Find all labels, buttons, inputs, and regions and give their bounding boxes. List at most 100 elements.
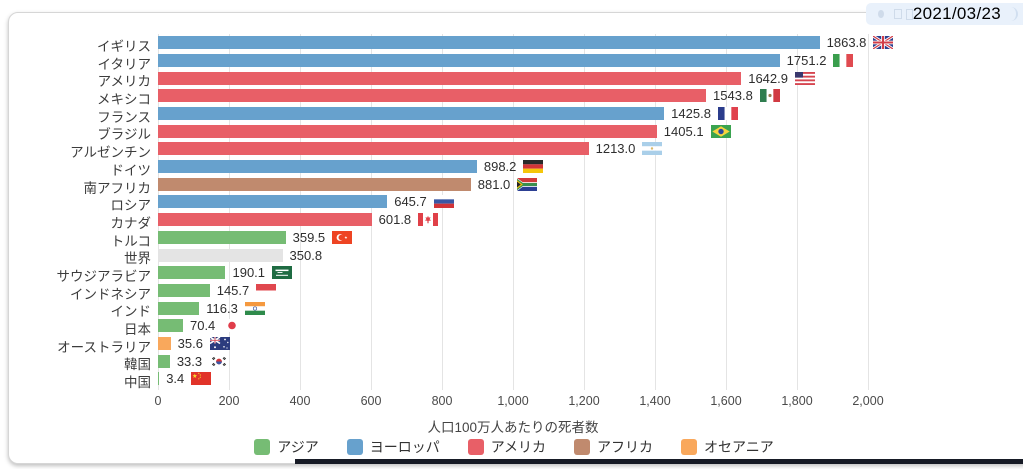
value-label: 1543.8 xyxy=(713,88,753,104)
bar-asia[interactable] xyxy=(158,301,200,315)
legend-swatch-africa xyxy=(574,439,591,455)
x-tick-label: 200 xyxy=(218,394,240,408)
bar-europe[interactable] xyxy=(158,195,388,209)
country-label: イギリス xyxy=(97,39,151,54)
bar-row: トルコ 359.5 xyxy=(111,229,868,249)
bar-europe[interactable] xyxy=(158,53,780,67)
bar-europe[interactable] xyxy=(158,160,477,174)
bar-africa[interactable] xyxy=(158,177,471,191)
window-icon[interactable] xyxy=(905,8,913,20)
flag-sa-icon xyxy=(272,266,293,280)
bar-asia[interactable] xyxy=(158,230,286,244)
bar-row: 日本 70.4 xyxy=(124,317,868,337)
bar-asia[interactable] xyxy=(158,319,183,333)
bar-america[interactable] xyxy=(158,124,657,138)
value-label: 116.3 xyxy=(206,300,238,316)
gridline xyxy=(868,34,869,390)
bar-america[interactable] xyxy=(158,71,742,85)
value-label: 33.3 xyxy=(176,353,203,369)
date-badge: 2021/03/23 xyxy=(866,3,1023,25)
bar-asia[interactable] xyxy=(158,283,210,297)
country-label: イタリア xyxy=(97,56,151,72)
country-label: アメリカ xyxy=(97,74,151,90)
value-label: 70.4 xyxy=(189,318,216,334)
value-label: 1751.2 xyxy=(786,52,827,68)
gridline xyxy=(158,34,159,390)
country-label: ロシア xyxy=(110,198,152,214)
legend-swatch-america xyxy=(467,439,484,455)
value-label: 3.4 xyxy=(166,371,185,387)
bar-row: イタリア 1751.2 xyxy=(98,52,868,72)
legend-item-america[interactable]: アメリカ xyxy=(467,437,547,457)
value-label: 1425.8 xyxy=(671,106,711,122)
bar-row: インド 116.3 xyxy=(111,299,868,319)
country-label: 中国 xyxy=(124,375,151,391)
plot-area: イギリス 1863.8 イタリア 1751.2 アメリカ 1642.9 メキシコ 1543.8… xyxy=(57,34,894,390)
stop-icon[interactable] xyxy=(893,9,902,19)
legend-item-europe[interactable]: ヨーロッパ xyxy=(346,437,440,457)
legend-label: オセアニア xyxy=(704,439,774,455)
gridline xyxy=(513,34,514,390)
legend-swatch-asia xyxy=(254,439,271,455)
country-label: 南アフリカ xyxy=(83,180,152,196)
legend-item-asia[interactable]: アジア xyxy=(254,437,319,457)
bar-america[interactable] xyxy=(158,142,589,156)
legend-swatch-europe xyxy=(346,439,363,455)
bar-america[interactable] xyxy=(158,213,372,227)
flag-mx-icon xyxy=(759,89,780,103)
flag-us-icon xyxy=(794,71,815,85)
bar-row: イギリス 1863.8 xyxy=(97,34,894,54)
country-label: 日本 xyxy=(124,322,151,337)
gridline xyxy=(229,34,230,390)
flag-ar-icon xyxy=(642,142,663,156)
legend-item-africa[interactable]: アフリカ xyxy=(574,437,653,457)
bar-europe[interactable] xyxy=(158,107,665,121)
value-label: 645.7 xyxy=(394,194,427,210)
bar-europe[interactable] xyxy=(158,36,820,50)
gridline xyxy=(726,34,727,390)
bar-asia[interactable] xyxy=(158,266,226,280)
bar-row: 韓国 33.3 xyxy=(124,352,868,372)
bar-row: ブラジル 1405.1 xyxy=(97,122,868,142)
legend: アジア ヨーロッパ アメリカ アフリカ オセアニア xyxy=(9,437,1019,457)
x-tick-label: 400 xyxy=(289,394,311,408)
record-icon[interactable] xyxy=(878,10,884,18)
x-tick-label: 1,200 xyxy=(568,394,600,408)
flag-za-icon xyxy=(517,177,538,191)
bar-rows: イギリス 1863.8 イタリア 1751.2 アメリカ 1642.9 メキシコ 1543.8… xyxy=(57,34,894,390)
country-label: オーストラリア xyxy=(57,339,151,355)
bar-asia[interactable] xyxy=(158,354,170,368)
value-label: 1405.1 xyxy=(663,123,704,139)
legend-label: アメリカ xyxy=(490,439,547,455)
country-label: 韓国 xyxy=(124,357,151,373)
gridline xyxy=(655,34,656,390)
bar-world[interactable] xyxy=(158,248,283,262)
bar-row: アメリカ 1642.9 xyxy=(98,69,868,89)
bar-america[interactable] xyxy=(158,89,707,103)
bar-row: ドイツ 898.2 xyxy=(111,158,868,178)
value-label: 35.6 xyxy=(177,335,203,351)
gridline xyxy=(442,34,443,390)
legend-swatch-oceania xyxy=(681,439,698,455)
flag-kr-icon xyxy=(209,354,230,368)
bar-asia[interactable] xyxy=(158,372,160,386)
country-label: 世界 xyxy=(124,251,151,267)
legend-label: ヨーロッパ xyxy=(369,439,440,455)
gridline xyxy=(300,34,301,390)
legend-label: アフリカ xyxy=(597,439,654,455)
value-label: 190.1 xyxy=(232,265,266,281)
bar-oceania[interactable] xyxy=(158,336,171,350)
x-tick-label: 1,000 xyxy=(497,394,529,408)
flag-de-icon xyxy=(523,160,544,174)
legend-item-oceania[interactable]: オセアニア xyxy=(681,437,774,457)
flag-it-icon xyxy=(833,53,854,67)
x-tick-label: 2,000 xyxy=(852,394,884,408)
country-label: ドイツ xyxy=(110,162,152,178)
gridline xyxy=(797,34,798,390)
gridline xyxy=(371,34,372,390)
chart-card: イギリス 1863.8 イタリア 1751.2 アメリカ 1642.9 メキシコ 1543.8… xyxy=(8,12,1023,464)
value-label: 359.5 xyxy=(292,229,326,245)
country-label: ブラジル xyxy=(97,127,151,143)
value-label: 1642.9 xyxy=(748,70,788,86)
legend-label: アジア xyxy=(277,439,319,455)
